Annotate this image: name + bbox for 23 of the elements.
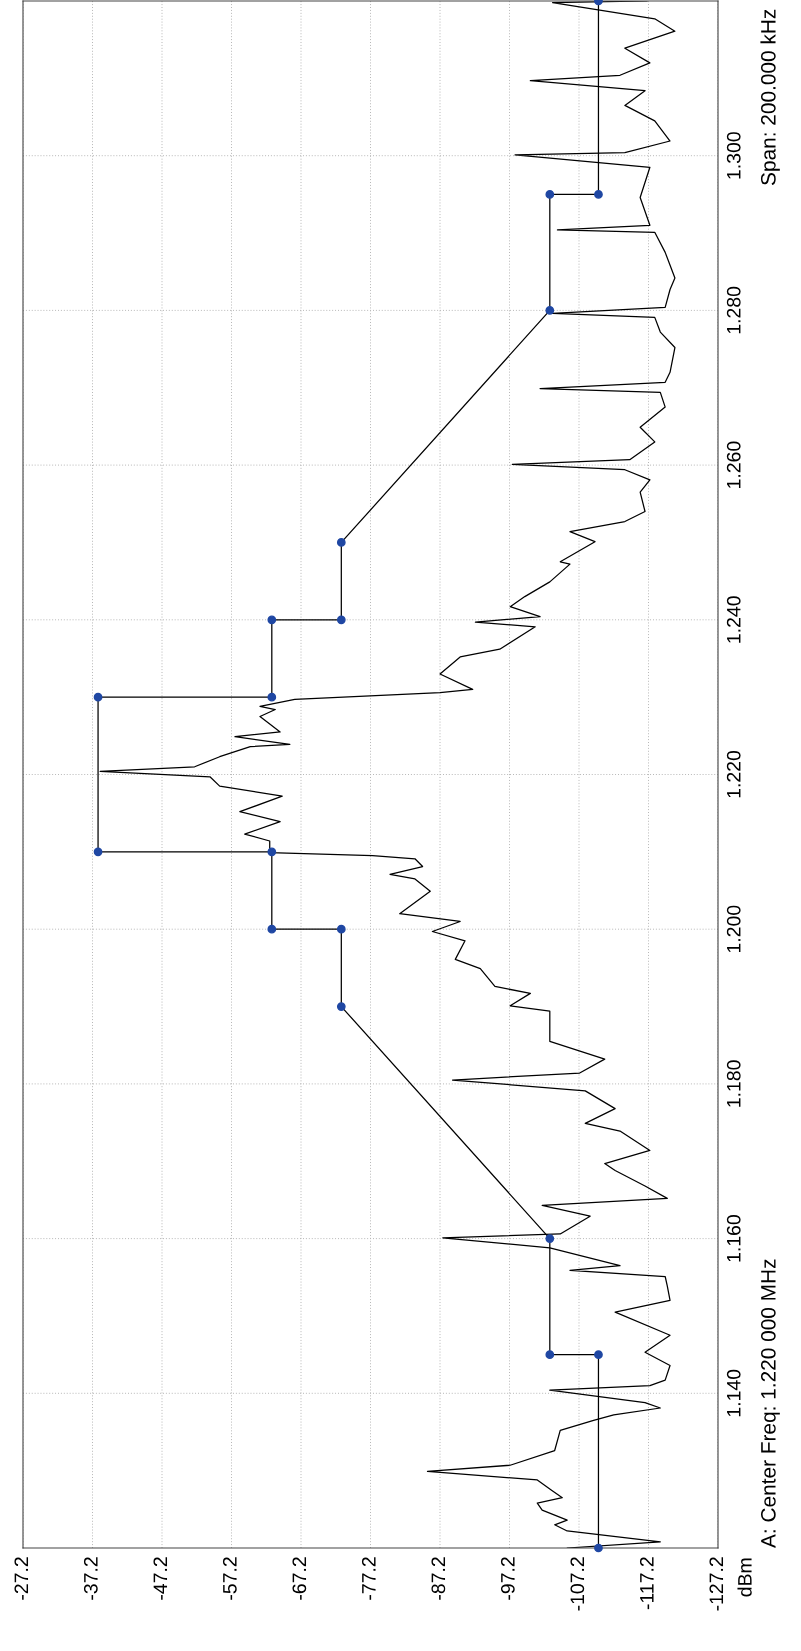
y-tick-label: 1.240 [726, 596, 741, 643]
x-tick-label: -27.2 [14, 1557, 29, 1600]
y-tick-label: 1.220 [726, 750, 741, 798]
text: dBm [737, 1558, 752, 1597]
x-tick-label: -57.2 [222, 1557, 237, 1600]
x-tick-label: -117.2 [639, 1557, 654, 1610]
y-tick-label: 1.160 [726, 1215, 741, 1262]
x-tick-label: -37.2 [83, 1557, 98, 1600]
y-tick-label: 1.180 [726, 1060, 741, 1107]
x-tick-label: -127.2 [709, 1557, 724, 1611]
y-tick-label: 1.140 [726, 1369, 741, 1417]
text: Span: 200.000 kHz [760, 9, 780, 185]
y-tick-label: 1.260 [726, 441, 741, 488]
y-tick-label: 1.300 [726, 132, 741, 179]
x-tick-label: -107.2 [570, 1557, 585, 1611]
y-tick-label: 1.200 [726, 905, 741, 953]
y-tick-label: 1.280 [726, 286, 741, 334]
x-tick-label: -77.2 [361, 1557, 376, 1600]
x-tick-label: -87.2 [431, 1557, 446, 1600]
x-tick-label: -47.2 [153, 1557, 168, 1600]
text: A: Center Freq: 1.220 000 MHz [760, 1259, 780, 1548]
x-tick-label: -67.2 [292, 1557, 307, 1600]
x-tick-label: -97.2 [500, 1557, 515, 1600]
